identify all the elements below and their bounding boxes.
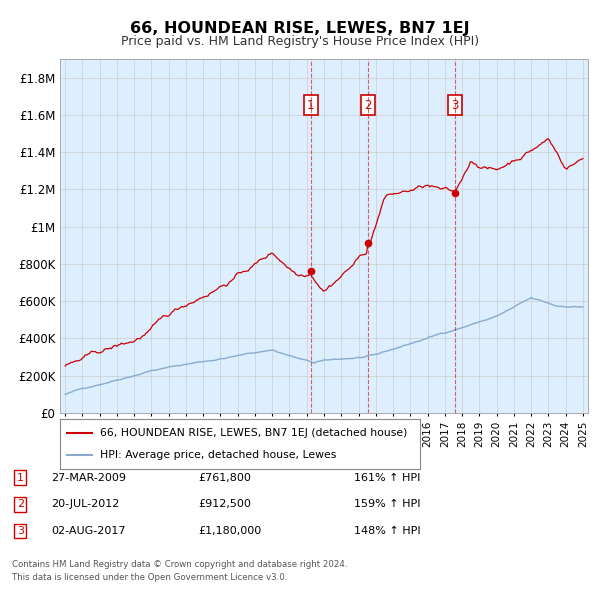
- Text: 1: 1: [307, 99, 314, 112]
- Text: 2: 2: [17, 500, 24, 509]
- Text: £912,500: £912,500: [198, 500, 251, 509]
- Text: £761,800: £761,800: [198, 473, 251, 483]
- Text: HPI: Average price, detached house, Lewes: HPI: Average price, detached house, Lewe…: [100, 450, 336, 460]
- Text: 2: 2: [364, 99, 372, 112]
- Text: 3: 3: [451, 99, 458, 112]
- Text: 161% ↑ HPI: 161% ↑ HPI: [354, 473, 421, 483]
- Text: 20-JUL-2012: 20-JUL-2012: [51, 500, 119, 509]
- Text: 159% ↑ HPI: 159% ↑ HPI: [354, 500, 421, 509]
- Text: This data is licensed under the Open Government Licence v3.0.: This data is licensed under the Open Gov…: [12, 572, 287, 582]
- Text: 66, HOUNDEAN RISE, LEWES, BN7 1EJ (detached house): 66, HOUNDEAN RISE, LEWES, BN7 1EJ (detac…: [100, 428, 407, 438]
- Text: 148% ↑ HPI: 148% ↑ HPI: [354, 526, 421, 536]
- Text: Contains HM Land Registry data © Crown copyright and database right 2024.: Contains HM Land Registry data © Crown c…: [12, 560, 347, 569]
- Text: 1: 1: [17, 473, 24, 483]
- Text: 02-AUG-2017: 02-AUG-2017: [51, 526, 125, 536]
- Text: 66, HOUNDEAN RISE, LEWES, BN7 1EJ: 66, HOUNDEAN RISE, LEWES, BN7 1EJ: [130, 21, 470, 35]
- Text: 27-MAR-2009: 27-MAR-2009: [51, 473, 126, 483]
- Text: £1,180,000: £1,180,000: [198, 526, 261, 536]
- Text: Price paid vs. HM Land Registry's House Price Index (HPI): Price paid vs. HM Land Registry's House …: [121, 35, 479, 48]
- Text: 3: 3: [17, 526, 24, 536]
